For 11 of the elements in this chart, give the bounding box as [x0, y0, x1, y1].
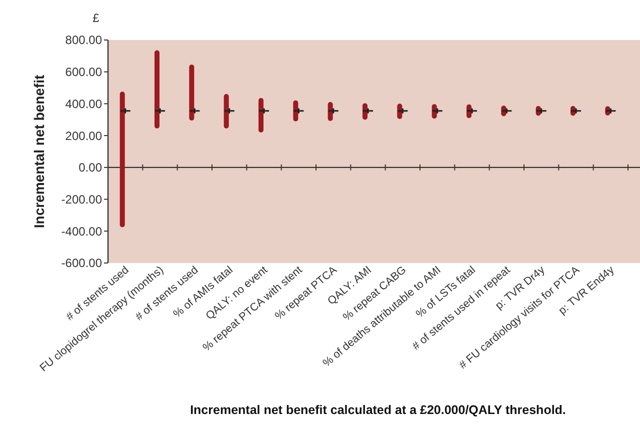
- x-axis-title: Incremental net benefit calculated at a £20.000/QALY threshold.: [190, 403, 566, 417]
- y-axis-title: Incremental net benefit: [31, 74, 47, 228]
- y-tick-label: -400.00: [61, 224, 102, 238]
- y-tick-label: -200.00: [61, 192, 102, 206]
- y-tick-label: 800.00: [65, 33, 102, 48]
- y-tick-label: 0.00: [78, 160, 102, 175]
- y-tick-label: 600.00: [65, 65, 102, 80]
- text: £: [92, 11, 100, 25]
- y-tick-label: 200.00: [65, 128, 102, 143]
- y-tick-label: -600.00: [61, 256, 102, 270]
- y-tick-label: 400.00: [65, 96, 102, 111]
